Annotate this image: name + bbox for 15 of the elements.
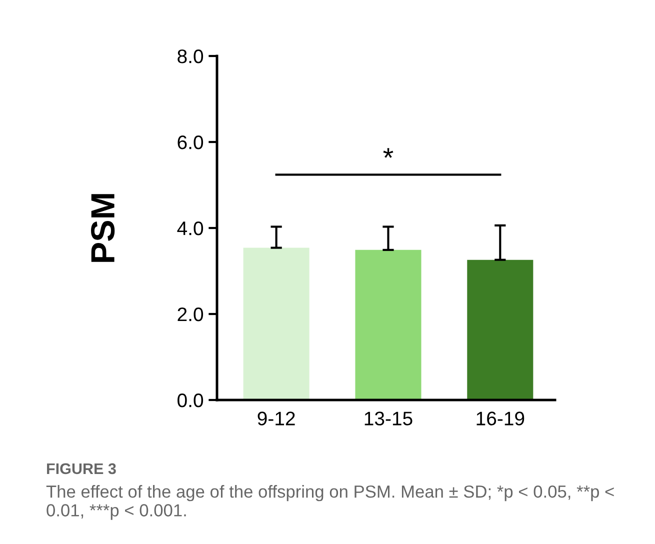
bar <box>467 260 534 400</box>
y-axis-title: PSM <box>91 194 115 262</box>
text: The effect of the age of the offspring on PSM. Mean ± SD; *p < 0.05, **p < 0.01, ***p < 0.001. <box>46 485 614 520</box>
y-tick-label: 4.0 <box>177 221 204 236</box>
y-tick-label: 0.0 <box>178 393 204 408</box>
x-tick-label: 9-12 <box>258 412 295 426</box>
y-tick-label: 6.0 <box>178 135 204 150</box>
caption: FIGURE 3 <box>47 463 116 474</box>
annotation: * <box>383 148 394 158</box>
y-tick-label: 2.0 <box>178 307 204 322</box>
x-tick-label: 13-15 <box>364 412 412 426</box>
y-tick-label: 8.0 <box>178 49 204 64</box>
x-tick-label: 16-19 <box>476 412 524 426</box>
bar <box>355 250 422 400</box>
bar <box>243 248 310 400</box>
